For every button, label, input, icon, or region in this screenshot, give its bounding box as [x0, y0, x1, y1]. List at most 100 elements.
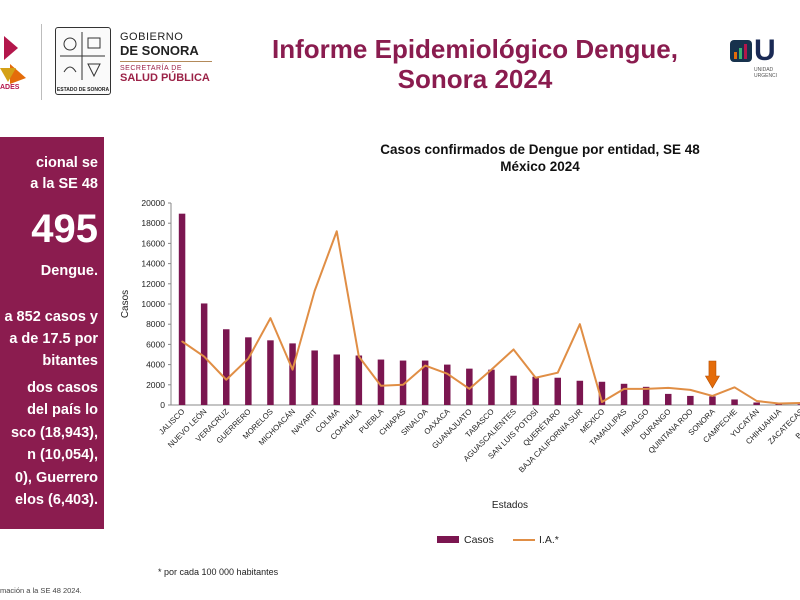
line-ia-point	[424, 364, 426, 367]
y-tick-label: 2000	[146, 380, 165, 390]
bar-casos	[421, 360, 429, 405]
bar-casos	[399, 360, 407, 405]
header-divider	[41, 24, 42, 100]
left-partner-logo: ADES	[0, 28, 34, 98]
summary-line12: elos (6,403).	[14, 492, 98, 509]
line-ia-point	[291, 368, 294, 371]
line-ia-point	[777, 402, 780, 405]
chart-subtitle: México 2024	[500, 158, 580, 174]
line-ia-point	[247, 357, 250, 360]
chart-logo-icon	[730, 40, 752, 62]
chart-title: Casos confirmados de Dengue por entidad,…	[300, 142, 780, 176]
gobierno-sonora-brand: GOBIERNO DE SONORA SECRETARÍA DE SALUD P…	[120, 31, 212, 84]
line-ia-point	[313, 290, 316, 292]
bar-casos	[554, 377, 561, 405]
line-ia-point	[335, 230, 338, 233]
summary-line6: bitantes	[42, 352, 98, 369]
line-ia-point	[556, 371, 559, 374]
bottom-note: mación a la SE 48 2024.	[0, 586, 82, 595]
y-tick-label: 18000	[141, 218, 165, 228]
coat-of-arms-icon	[60, 32, 105, 80]
summary-line9: sco (18,943),	[10, 424, 98, 441]
bar-casos	[532, 376, 539, 405]
right-logo-sub: UNIDAD URGENCI	[754, 67, 778, 79]
bar-casos	[245, 337, 252, 405]
summary-line11: 0), Guerrero	[15, 469, 98, 486]
summary-sonora: a 852 casos y a de 17.5 por bitantes	[4, 307, 98, 372]
line-ia-point	[623, 388, 625, 390]
summary-line2: a la SE 48	[30, 176, 98, 193]
summary-big-number: 495	[31, 207, 98, 251]
bar-casos	[289, 343, 296, 405]
bar-casos	[488, 369, 495, 405]
bar-casos	[731, 399, 738, 405]
y-tick-label: 0	[160, 400, 165, 410]
shield-caption: ESTADO DE SONORA	[56, 87, 110, 93]
bar-casos	[642, 386, 650, 405]
legend-label-casos: Casos	[464, 534, 494, 546]
gobierno-line1: GOBIERNO	[120, 31, 184, 43]
line-ia-point	[711, 395, 714, 397]
line-ia-point	[203, 355, 205, 358]
line-ia-point	[579, 323, 581, 326]
bar-casos	[333, 354, 340, 405]
summary-line4: a 852 casos y	[4, 309, 98, 325]
bar-casos	[200, 303, 208, 405]
summary-line8: del país lo	[27, 402, 98, 419]
line-ia-point	[534, 376, 537, 379]
y-tick-label: 8000	[146, 319, 165, 329]
line-ia-point	[269, 317, 272, 319]
bar-casos	[709, 396, 716, 405]
bar-casos	[797, 404, 800, 405]
line-ia-point	[755, 400, 758, 402]
bar-casos	[267, 340, 274, 405]
summary-line10: n (10,054),	[27, 447, 98, 464]
summary-top-states: dos casos del país lo sco (18,943), n (1…	[11, 377, 98, 512]
bar-casos	[576, 380, 584, 405]
line-ia	[181, 230, 800, 405]
bar-casos	[178, 213, 186, 405]
line-ia-point	[645, 388, 647, 390]
secretaria-line2: SALUD PÚBLICA	[120, 71, 210, 84]
sonora-arrow-icon	[704, 360, 720, 389]
gobierno-line2: DE SONORA	[120, 42, 199, 58]
summary-panel: cional se a la SE 48 495 Dengue. a 852 c…	[0, 137, 104, 529]
line-ia-point	[490, 368, 493, 371]
bar-casos	[665, 393, 672, 405]
summary-intro: cional se a la SE 48	[30, 153, 98, 195]
bar-casos	[620, 383, 628, 405]
bar-casos	[377, 359, 385, 405]
sonora-shield-logo: ESTADO DE SONORA	[55, 27, 111, 95]
line-ia-point	[512, 348, 515, 351]
summary-line1: cional se	[35, 155, 98, 171]
bar-casos	[223, 329, 230, 405]
line-ia-point	[358, 355, 360, 358]
page-title-line1: Informe Epidemiológico Dengue,	[272, 34, 678, 64]
line-ia-point	[225, 378, 228, 381]
page-title-line2: Sonora 2024	[397, 63, 553, 94]
chart-title-main: Casos confirmados de Dengue por entidad,…	[380, 142, 700, 157]
summary-line5: a de 17.5 por	[9, 330, 98, 347]
y-tick-label: 20000	[141, 198, 165, 208]
legend-label-ia: I.A.*	[539, 534, 559, 546]
summary-line7: dos casos	[27, 380, 98, 396]
brand-divider	[120, 61, 212, 63]
y-tick-label: 14000	[141, 259, 165, 269]
y-tick-label: 16000	[141, 238, 165, 248]
line-ia-point	[446, 372, 449, 375]
right-unit-logo: U UNIDAD URGENCI	[728, 32, 800, 82]
line-ia-point	[468, 388, 471, 390]
line-ia-point	[380, 385, 382, 387]
line-ia-point	[402, 384, 404, 386]
legend-swatch-casos	[437, 536, 459, 543]
diamond-logo-icon	[0, 36, 26, 84]
line-ia-point	[667, 387, 670, 389]
y-axis-label: Casos	[120, 290, 131, 318]
bar-casos	[510, 375, 517, 405]
bar-casos	[466, 368, 473, 405]
page-title: Informe Epidemiológico Dengue, Sonora 20…	[215, 34, 735, 95]
secretaria-line1: SECRETARÍA DE	[120, 65, 182, 73]
bar-casos	[687, 395, 694, 405]
bar-casos	[311, 350, 318, 405]
